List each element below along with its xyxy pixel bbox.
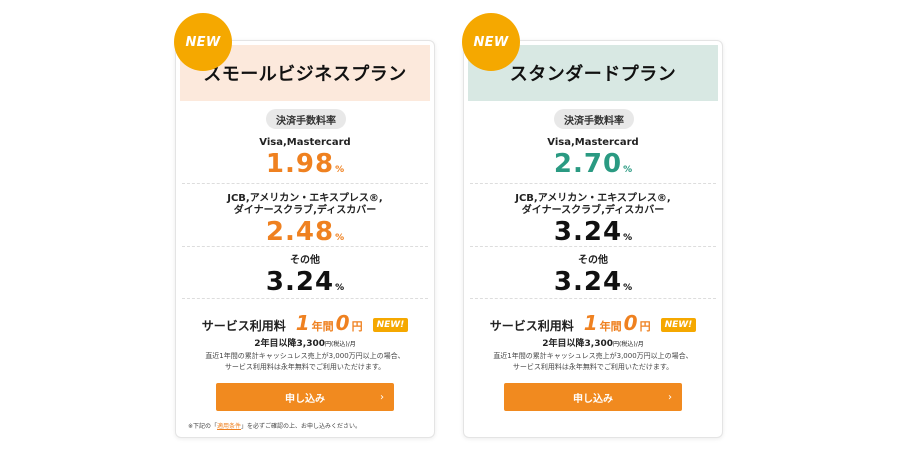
rate-visa-mastercard: Visa,Mastercard 1.98% <box>176 137 434 185</box>
fee-note: 直近1年間の累計キャッシュレス売上が3,000万円以上の場合、 サービス利用料は… <box>464 351 722 373</box>
apply-button[interactable]: 申し込み › <box>216 383 394 411</box>
percent-sign: % <box>623 283 633 293</box>
apply-button-label: 申し込み <box>573 393 613 405</box>
fee-years-unit: 年間 <box>599 320 622 333</box>
percent-sign: % <box>335 283 345 293</box>
fee-detail: 2年目以降3,300円(税込)/月 <box>464 336 722 349</box>
footnote-pre: ※下記の「 <box>188 423 218 430</box>
rate-label-line1: JCB,アメリカン・エキスプレス®, <box>227 193 383 204</box>
rate-value: 3.24 <box>265 267 335 297</box>
rate-other: その他 3.24% <box>176 255 434 303</box>
rate-value-wrap: 2.70% <box>464 149 722 185</box>
rate-label-line2: ダイナースクラブ,ディスカバー <box>521 205 665 216</box>
fee-years: 1 <box>295 311 310 335</box>
note-line1: 直近1年間の累計キャッシュレス売上が3,000万円以上の場合、 <box>205 352 405 360</box>
service-fee-row: サービス利用料 1 年間 0 円 NEW! <box>464 311 722 335</box>
conditions-link[interactable]: 適用条件 <box>217 423 242 430</box>
plan-title: スモールビジネスプラン <box>180 45 430 101</box>
new-tag: NEW! <box>660 318 697 332</box>
new-badge: NEW <box>462 13 520 71</box>
rate-label: その他 <box>578 255 608 266</box>
fee-years-unit: 年間 <box>311 320 334 333</box>
percent-sign: % <box>623 165 633 175</box>
divider <box>470 246 716 247</box>
rate-value: 2.70 <box>553 149 623 179</box>
note-line1: 直近1年間の累計キャッシュレス売上が3,000万円以上の場合、 <box>493 352 693 360</box>
fee-detail: 2年目以降3,300円(税込)/月 <box>176 336 434 349</box>
rate-label: Visa,Mastercard <box>547 137 639 148</box>
percent-sign: % <box>623 233 633 243</box>
plan-card-small-business: NEW スモールビジネスプラン 決済手数料率 Visa,Mastercard 1… <box>174 13 435 438</box>
fee-rate-header: 決済手数料率 <box>266 109 346 129</box>
service-fee-row: サービス利用料 1 年間 0 円 NEW! <box>176 311 434 335</box>
divider <box>470 183 716 184</box>
percent-sign: % <box>335 165 345 175</box>
fee-amount: 0 <box>335 311 350 335</box>
rate-value: 1.98 <box>265 149 335 179</box>
plan-card-standard: NEW スタンダードプラン 決済手数料率 Visa,Mastercard 2.7… <box>462 13 723 438</box>
rate-value-wrap: 3.24% <box>464 217 722 253</box>
divider <box>470 298 716 299</box>
fee-detail-period: /月 <box>347 341 356 348</box>
fee-years: 1 <box>583 311 598 335</box>
fee-detail-tax: 円(税込) <box>613 341 636 348</box>
service-fee-label: サービス利用料 <box>489 319 574 333</box>
rate-value-wrap: 2.48% <box>176 217 434 253</box>
plan-title: スタンダードプラン <box>468 45 718 101</box>
divider <box>182 183 428 184</box>
fee-note: 直近1年間の累計キャッシュレス売上が3,000万円以上の場合、 サービス利用料は… <box>176 351 434 373</box>
note-line2: サービス利用料は永年無料でご利用いただけます。 <box>224 363 386 371</box>
rate-value: 3.24 <box>553 217 623 247</box>
fee-currency: 円 <box>351 320 363 333</box>
rate-value: 3.24 <box>553 267 623 297</box>
apply-button[interactable]: 申し込み › <box>504 383 682 411</box>
rate-value-wrap: 3.24% <box>464 267 722 303</box>
new-tag: NEW! <box>372 318 409 332</box>
rate-label-line2: ダイナースクラブ,ディスカバー <box>233 205 377 216</box>
rate-value-wrap: 1.98% <box>176 149 434 185</box>
divider <box>182 246 428 247</box>
rate-visa-mastercard: Visa,Mastercard 2.70% <box>464 137 722 185</box>
new-badge: NEW <box>174 13 232 71</box>
apply-button-label: 申し込み <box>285 393 325 405</box>
chevron-right-icon: › <box>668 391 672 403</box>
rate-label: Visa,Mastercard <box>259 137 351 148</box>
footnote-post: 」を必ずご確認の上、お申し込みください。 <box>241 423 362 430</box>
chevron-right-icon: › <box>380 391 384 403</box>
fee-detail-period: /月 <box>635 341 644 348</box>
service-fee-label: サービス利用料 <box>201 319 286 333</box>
footnote: ※下記の「適用条件」を必ずご確認の上、お申し込みください。 <box>188 421 361 430</box>
fee-detail-main: 2年目以降3,300 <box>542 339 613 349</box>
rate-jcb-amex-diners: JCB,アメリカン・エキスプレス®, ダイナースクラブ,ディスカバー 3.24% <box>464 193 722 253</box>
fee-currency: 円 <box>639 320 651 333</box>
note-line2: サービス利用料は永年無料でご利用いただけます。 <box>512 363 674 371</box>
divider <box>182 298 428 299</box>
fee-amount: 0 <box>623 311 638 335</box>
rate-label-line1: JCB,アメリカン・エキスプレス®, <box>515 193 671 204</box>
rate-other: その他 3.24% <box>464 255 722 303</box>
fee-detail-tax: 円(税込) <box>325 341 348 348</box>
percent-sign: % <box>335 233 345 243</box>
rate-label: その他 <box>290 255 320 266</box>
rate-jcb-amex-diners: JCB,アメリカン・エキスプレス®, ダイナースクラブ,ディスカバー 2.48% <box>176 193 434 253</box>
rate-value-wrap: 3.24% <box>176 267 434 303</box>
fee-rate-header: 決済手数料率 <box>554 109 634 129</box>
rate-value: 2.48 <box>265 217 335 247</box>
fee-detail-main: 2年目以降3,300 <box>254 339 325 349</box>
